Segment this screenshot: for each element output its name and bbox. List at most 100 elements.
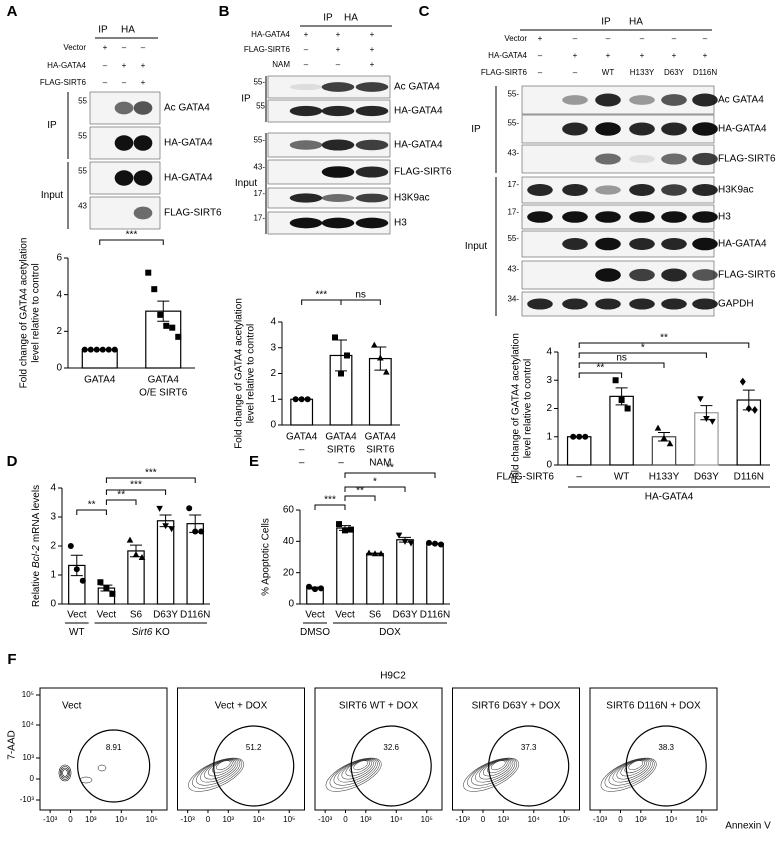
condition-name: Vector: [504, 34, 527, 43]
x-tick-label: 0: [68, 815, 73, 824]
contour: [329, 758, 380, 789]
blot-band: [321, 194, 355, 202]
header-label: IP: [601, 17, 611, 28]
y-tick-label: 0: [546, 460, 552, 471]
blot-band: [629, 298, 655, 310]
lane-sign: –: [304, 60, 309, 69]
y-tick-label: 0: [288, 599, 294, 610]
contour: [349, 760, 370, 774]
mw-marker: 55-: [507, 119, 519, 128]
blot-band: [629, 95, 655, 105]
y-tick-label: 3: [50, 512, 56, 523]
blot-band: [527, 183, 553, 197]
blot-band: [114, 135, 134, 151]
x-tick-label: D116N: [180, 610, 210, 621]
lane-sign: +: [370, 30, 375, 39]
blot-band: [595, 185, 621, 195]
y-tick-label: -10³: [20, 795, 35, 804]
blot-band: [595, 153, 621, 165]
significance-label: ns: [616, 353, 627, 364]
blot-band: [527, 298, 553, 310]
contour: [337, 758, 376, 783]
significance-bracket: [314, 504, 346, 510]
lane-sign: +: [370, 60, 375, 69]
y-axis-label: Fold change of GATA4 acetylation: [19, 238, 30, 389]
x-tick-label: 10⁵: [283, 815, 295, 824]
significance-bracket: [578, 372, 623, 378]
gate-percentage: 8.91: [106, 743, 122, 752]
mw-marker: 17-: [253, 189, 265, 198]
x-tick-label: -10³: [318, 815, 333, 824]
blot-band: [562, 183, 588, 197]
contour: [59, 766, 71, 780]
data-point: [109, 590, 116, 597]
gate: [77, 729, 151, 803]
x-tick-sublabel: SIRT6: [327, 445, 356, 456]
flow-plot-frame: [452, 687, 580, 811]
significance-label: ***: [126, 230, 138, 241]
data-point: [338, 370, 344, 377]
blot-band: [692, 237, 718, 251]
group-name: IP: [241, 94, 251, 105]
blot-band: [595, 93, 621, 107]
x-tick-label: D116N: [734, 472, 764, 483]
contour: [62, 769, 68, 777]
data-point: [377, 354, 384, 361]
lane-sign: –: [703, 34, 708, 43]
data-point: [582, 433, 589, 440]
data-point: [570, 433, 577, 440]
contour: [612, 758, 651, 783]
y-tick-label: 10³: [22, 753, 34, 762]
lane-sign: D116N: [693, 68, 718, 77]
contour: [616, 759, 649, 780]
contour: [208, 759, 235, 777]
group-label: Sirt6 KO: [132, 627, 170, 638]
y-axis-label: level relative to control: [31, 263, 42, 363]
x-tick-label: -10³: [43, 815, 58, 824]
gate: [625, 725, 707, 807]
significance-label: **: [597, 363, 605, 374]
data-point: [163, 322, 170, 329]
y-tick-label: 2: [56, 326, 62, 337]
data-point: [342, 527, 348, 534]
lane-sign: WT: [602, 68, 615, 77]
significance-bracket: [105, 477, 196, 483]
significance-bracket: [344, 472, 436, 478]
mw-marker: 55: [78, 167, 87, 176]
blot-band: [133, 101, 153, 115]
bar: [366, 552, 384, 605]
data-point: [186, 505, 193, 512]
bar: [336, 527, 354, 605]
blot-band: [692, 93, 718, 107]
blot-band: [595, 237, 621, 251]
data-point: [576, 433, 583, 440]
blot-name: HA-GATA4: [394, 106, 443, 117]
lane-sign: +: [122, 61, 127, 70]
x-tick-label: 10⁴: [253, 815, 266, 824]
group-label-part: DOX: [379, 627, 401, 638]
x-tick-label: 10⁴: [665, 815, 678, 824]
blot-name: H3: [394, 218, 407, 229]
y-tick-label: 40: [283, 536, 295, 547]
x-tick-label: 10³: [360, 815, 372, 824]
data-point: [298, 396, 305, 403]
flow-plot-frame: [589, 687, 718, 811]
x-tick-label: WT: [614, 472, 630, 483]
data-point: [99, 346, 106, 353]
data-point: [318, 585, 324, 592]
y-axis-label: level relative to control: [523, 359, 534, 459]
blot-name: HA-GATA4: [718, 124, 767, 135]
contour: [467, 758, 518, 789]
contour: [215, 760, 231, 771]
lane-sign: –: [336, 60, 341, 69]
contour: [353, 760, 369, 771]
x-tick-sublabel: NAM: [369, 458, 391, 469]
y-tick-label: 4: [546, 347, 552, 358]
group-label: HA-GATA4: [645, 492, 694, 503]
mw-marker: 55: [256, 102, 265, 111]
significance-bracket: [344, 486, 406, 492]
blot-name: Ac GATA4: [164, 103, 210, 114]
lane-sign: –: [573, 34, 578, 43]
x-tick-sublabel: –: [299, 458, 305, 469]
data-point: [157, 311, 164, 318]
